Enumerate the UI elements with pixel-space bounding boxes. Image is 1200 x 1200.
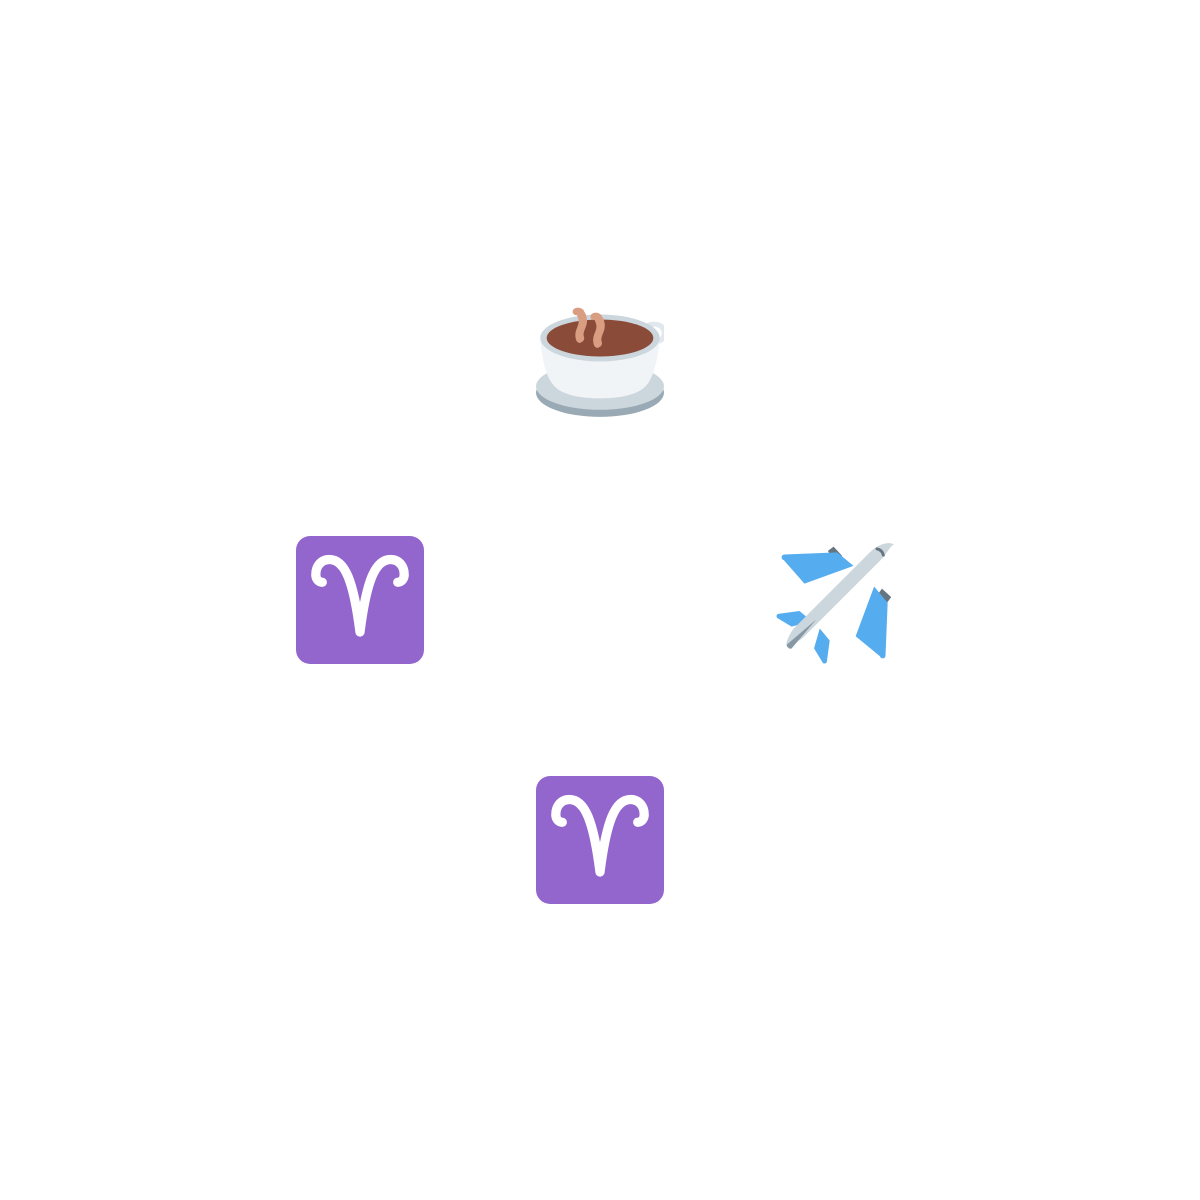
hot-beverage-icon	[536, 296, 664, 424]
aries-icon	[536, 776, 664, 904]
aries-icon	[296, 536, 424, 664]
airplane-icon	[776, 536, 904, 664]
